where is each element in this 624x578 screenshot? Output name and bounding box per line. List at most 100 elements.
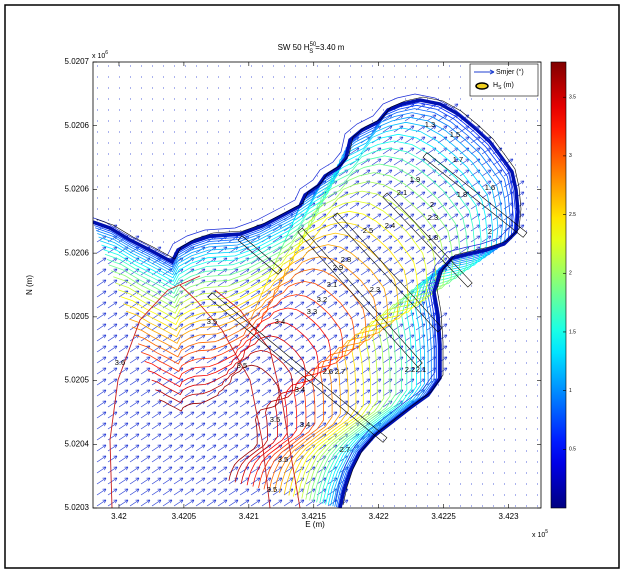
y-tick-label: 5.0207 [65,57,90,66]
contour-line [134,268,367,491]
y-tick-label: 5.0205 [65,312,90,321]
title-part: 50 [310,42,317,48]
contour-line [108,163,461,502]
contour-label: 3.2 [317,295,327,304]
multiplier-base: x 10 [92,53,105,60]
contour-line [158,364,280,481]
contour-label: 1.3 [425,120,435,129]
contour-line [95,112,508,507]
contour-label: 2.7 [340,445,350,454]
x-tick-label: 3.423 [499,512,520,521]
colorbar [550,61,567,509]
colorbar-tick-label: 2 [569,271,572,277]
transect [422,152,528,238]
contour-line [115,190,437,499]
transect [207,292,388,443]
contour-line [179,284,271,508]
x-tick-label: 3.4215 [302,512,327,521]
legend-icon [475,82,489,90]
plot-layers: 3.63.53.53.53.53.53.43.43.43.33.23.12.92… [93,65,538,508]
legend-label-part: H [493,82,498,89]
contour-line [155,349,294,483]
y-label: N (m) [25,275,34,295]
contour-label: 3.4 [295,385,305,394]
contour-label: 3.1 [327,280,337,289]
multiplier-exponent: 5 [545,529,548,535]
contour-label: 3.5 [207,317,217,326]
contour-label: 2.2 [405,365,415,374]
contour-line [131,256,378,492]
multiplier-exponent: 6 [105,50,108,56]
contour-line [109,275,201,508]
contour-line [104,147,476,504]
contour-label: 3.3 [307,307,317,316]
colorbar-tick-label: 0.5 [569,447,576,453]
contour-line [110,172,454,501]
contour-label: 1.8 [457,190,467,199]
y-multiplier: x 106 [92,50,108,60]
transect [237,235,283,275]
colorbar-tick-label: 2.5 [569,212,576,218]
x-tick-label: 3.4205 [172,512,197,521]
y-tick-label: 5.0206 [65,121,90,130]
contour-label: 2.9 [333,263,343,272]
contour-line [123,221,409,496]
contour-label: 1.9 [410,175,420,184]
contour-label: 2.5 [363,226,373,235]
contour-label: 3.5 [237,361,247,370]
colorbar-tick-label: 3.5 [569,95,576,101]
x-tick-label: 3.42 [111,512,127,521]
contour-label: 3.5 [278,455,288,464]
contour-line [125,232,399,495]
legend-label-part: S [498,85,502,91]
contour-label: 2.4 [385,221,395,230]
contour-line [101,133,488,505]
contour-line [137,281,356,490]
contour-line [106,155,469,503]
contour-line [99,127,494,506]
y-tick-label: 5.0205 [65,376,90,385]
contour-label: 2.3 [370,285,380,294]
title-part: =3.40 m [315,43,344,52]
contour-line [151,335,307,484]
legend-box [469,63,539,97]
contour-line [144,307,332,487]
legend-label: HS (m) [493,82,514,91]
title-part: S [309,49,313,55]
contour-label: 2 [430,200,434,209]
contour-line [120,210,419,497]
transect [332,212,443,333]
plot-border [92,61,542,509]
contour-label: 3.5 [267,485,277,494]
contour-label: 1.6 [485,183,495,192]
transect [382,192,473,288]
colorbar-tick-label: 3 [569,153,572,159]
still-points [97,65,538,507]
multiplier-base: x 10 [532,532,545,539]
colorbar-tick-label: 1 [569,388,572,394]
coastline [93,98,520,508]
contour-line [98,121,499,506]
title-part: SW 50 H [278,43,310,52]
contour-label: 3.6 [115,358,125,367]
x-tick-label: 3.421 [239,512,260,521]
legend-label: Smjer (°) [496,68,524,76]
contour-label: 2.8 [341,255,351,264]
coastline-outline [95,96,522,506]
contour-label: 2.1 [416,365,426,374]
contour-line [141,294,344,489]
contour-line [214,289,301,508]
x-label: E (m) [305,520,325,529]
y-tick-label: 5.0204 [65,439,90,448]
contour-line [94,104,514,508]
colorbar-tick-label: 1.5 [569,329,576,335]
legend: Smjer (°) HS (m) [469,63,539,97]
contour-label: 3.4 [275,317,285,326]
contour-label: 3.5 [270,415,280,424]
contour-label: 2 [488,227,492,236]
contour-label: 1.8 [428,233,438,242]
x-multiplier: x 105 [532,529,548,539]
legend-label-part: (m) [501,82,513,89]
legend-arrow-head [489,69,495,75]
